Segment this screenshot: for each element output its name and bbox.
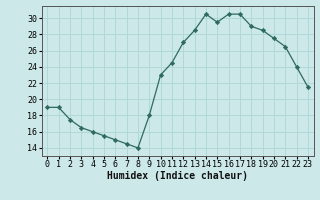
X-axis label: Humidex (Indice chaleur): Humidex (Indice chaleur) bbox=[107, 171, 248, 181]
